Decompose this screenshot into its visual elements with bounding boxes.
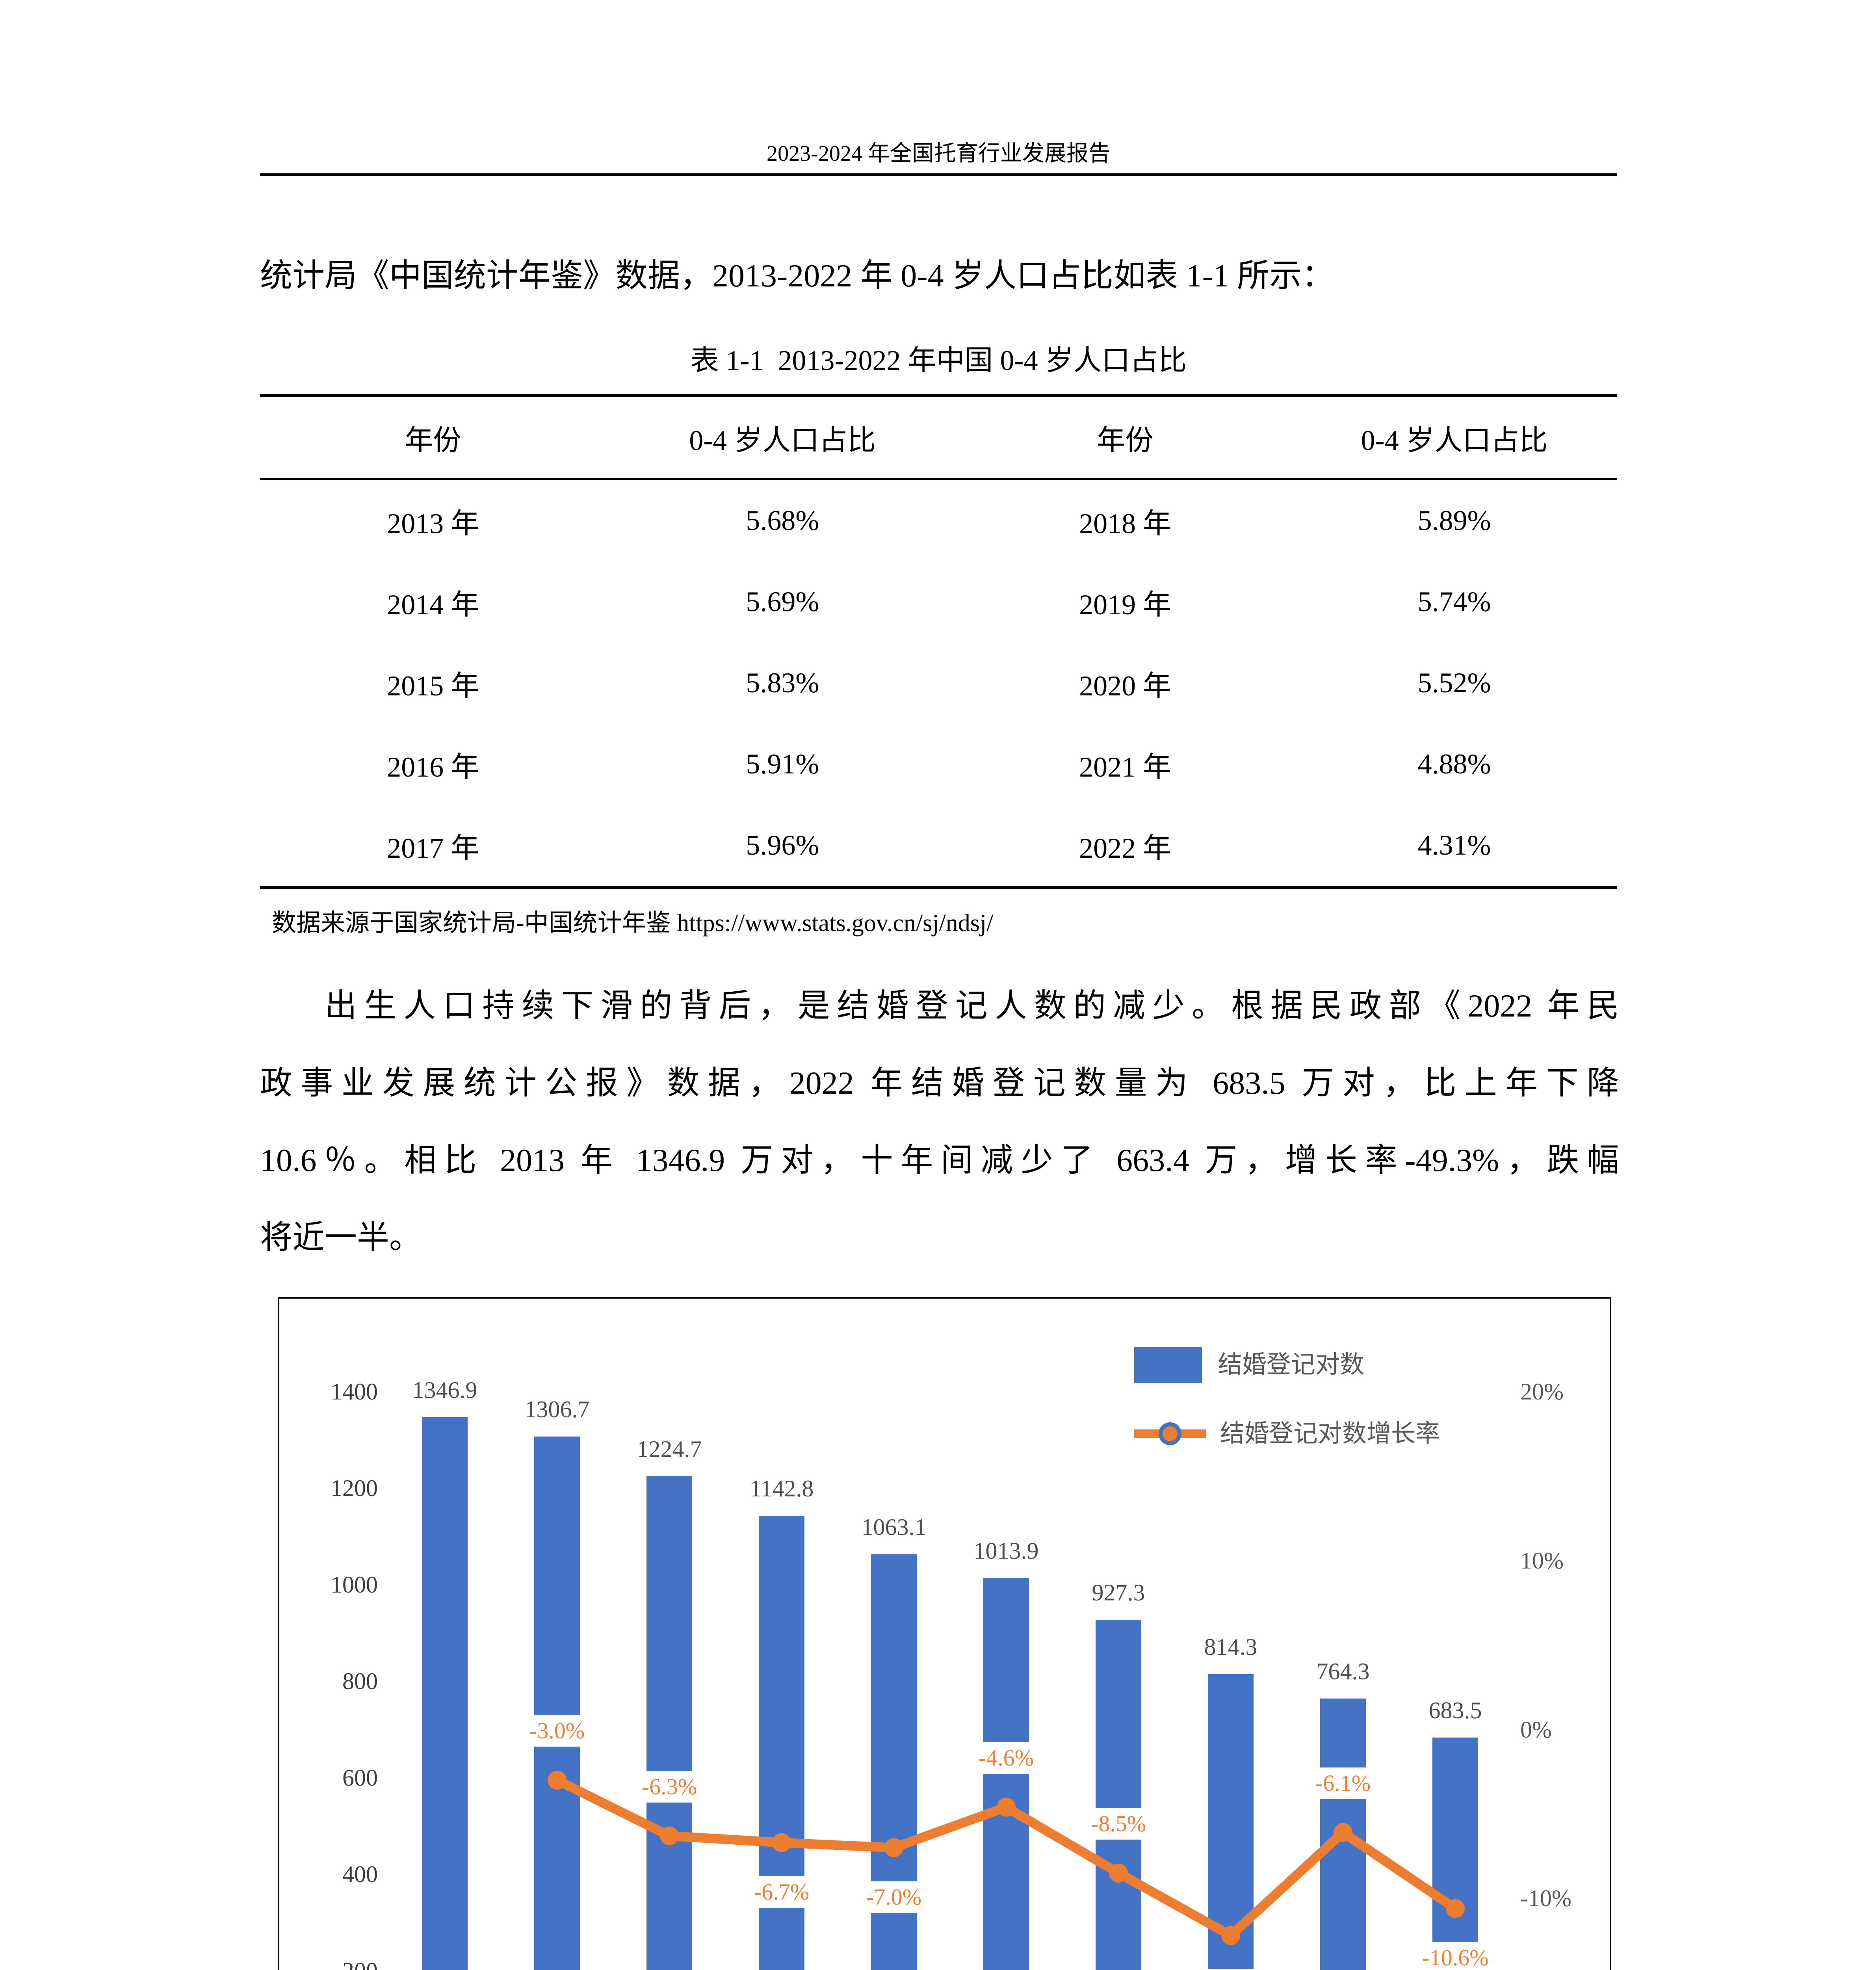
table-cell: 2018 年 xyxy=(1079,507,1172,539)
table-cell: 2015 年 xyxy=(387,670,479,702)
line-value-label: -10.6% xyxy=(1415,1942,1496,1970)
paragraph-line: 出生人口持续下滑的背后，是结婚登记人数的减少。根据民政部《2022 年民 xyxy=(325,988,1619,1024)
bar-value-label: 1013.9 xyxy=(973,1537,1039,1564)
table-row: 2014 年 5.69% 2019 年 5.74% xyxy=(260,561,1617,642)
right-axis-tick-label: 20% xyxy=(1520,1379,1564,1405)
paragraph-line: 统计局《中国统计年鉴》数据，2013-2022 年 0-4 岁人口占比如表 1-… xyxy=(260,258,1334,294)
table-cell: 2019 年 xyxy=(1079,589,1172,621)
table-row: 2017 年 5.96% 2022 年 4.31% xyxy=(260,805,1617,888)
table-cell: 2014 年 xyxy=(387,589,479,621)
table-cell: 2021 年 xyxy=(1079,751,1172,783)
table-cell: 2016 年 xyxy=(387,751,479,783)
table-header-cell: 0-4 岁人口占比 xyxy=(689,425,876,456)
table-cell: 2017 年 xyxy=(387,832,479,864)
table-cell: 5.68% xyxy=(746,504,819,536)
bar xyxy=(646,1476,692,1970)
chart-legend: 结婚登记对数 结婚登记对数增长率 xyxy=(1134,1341,1440,1457)
right-axis-tick-label: 0% xyxy=(1520,1716,1552,1743)
bar-value-label: 1346.9 xyxy=(412,1377,477,1403)
bar-value-label: 814.3 xyxy=(1204,1634,1257,1660)
paragraph-marriage-decline: 出生人口持续下滑的背后，是结婚登记人数的减少。根据民政部《2022 年民 政事业… xyxy=(260,967,1619,1276)
paragraph-intro: 统计局《中国统计年鉴》数据，2013-2022 年 0-4 岁人口占比如表 1-… xyxy=(260,238,1619,314)
bar-value-label: 1063.1 xyxy=(861,1514,927,1540)
table-row: 2013 年 5.68% 2018 年 5.89% xyxy=(260,479,1617,561)
right-axis-tick-label: 10% xyxy=(1520,1547,1564,1574)
line-value-label: -8.5% xyxy=(1083,1808,1153,1840)
table-cell: 4.88% xyxy=(1417,748,1491,780)
legend-item-bars: 结婚登记对数 xyxy=(1134,1341,1440,1388)
line-value-label: -6.7% xyxy=(747,1876,817,1908)
population-share-table-wrap: 年份 0-4 岁人口占比 年份 0-4 岁人口占比 2013 年 5.68% 2… xyxy=(260,394,1617,889)
table-title: 表 1-1 2013-2022 年中国 0-4 岁人口占比 xyxy=(690,345,1187,376)
table-cell: 5.91% xyxy=(746,748,819,780)
legend-bar-swatch-icon xyxy=(1134,1347,1202,1383)
table-cell: 5.69% xyxy=(746,585,819,617)
table-cell: 5.52% xyxy=(1417,667,1491,699)
left-axis-tick-label: 200 xyxy=(279,1954,378,1970)
table-cell: 5.74% xyxy=(1417,585,1491,617)
line-value-label: -7.0% xyxy=(859,1881,929,1913)
table-header-cell: 年份 xyxy=(1097,425,1154,456)
table-cell: 2013 年 xyxy=(387,507,479,539)
legend-label: 结婚登记对数增长率 xyxy=(1220,1420,1440,1447)
line-value-label: -3.0% xyxy=(522,1715,592,1747)
paragraph-line: 10.6％。相比 2013 年 1346.9 万对，十年间减少了 663.4 万… xyxy=(260,1142,1619,1178)
running-header-title: 2023-2024 年全国托育行业发展报告 xyxy=(767,141,1111,166)
bar-value-label: 764.3 xyxy=(1316,1658,1370,1684)
left-axis-tick-label: 1000 xyxy=(331,1572,378,1598)
table-cell: 5.89% xyxy=(1417,504,1491,536)
bar xyxy=(1208,1674,1254,1970)
legend-line-marker-icon xyxy=(1159,1422,1181,1445)
line-value-label: -12.2% xyxy=(1190,1969,1271,1970)
bar-value-label: 1306.7 xyxy=(524,1396,590,1423)
table-header-row: 年份 0-4 岁人口占比 年份 0-4 岁人口占比 xyxy=(260,396,1617,479)
table-cell: 5.96% xyxy=(746,829,819,861)
header-rule xyxy=(260,173,1617,176)
bar-value-label: 1224.7 xyxy=(637,1436,702,1462)
left-axis-tick-label: 1200 xyxy=(331,1475,378,1501)
paragraph-line: 政事业发展统计公报》数据，2022 年结婚登记数量为 683.5 万对，比上年下… xyxy=(260,1065,1619,1101)
bar xyxy=(1432,1737,1478,1970)
table-header-cell: 年份 xyxy=(405,425,462,456)
chart-plot-area: 140012001000800600400200020%10%0%-10%-20… xyxy=(279,1299,1613,1970)
table-source-note[interactable]: 数据来源于国家统计局-中国统计年鉴 https://www.stats.gov.… xyxy=(272,910,994,937)
table-cell: 4.31% xyxy=(1417,829,1491,861)
bar-value-label: 683.5 xyxy=(1428,1697,1482,1723)
table-cell: 5.83% xyxy=(746,667,819,699)
right-axis-tick-label: -10% xyxy=(1520,1885,1571,1912)
table-cell: 2022 年 xyxy=(1079,832,1172,864)
bar xyxy=(422,1417,468,1970)
marriage-registration-chart: 140012001000800600400200020%10%0%-10%-20… xyxy=(278,1297,1611,1970)
left-axis-tick-label: 400 xyxy=(342,1861,378,1887)
left-axis-tick-label: 600 xyxy=(342,1765,378,1791)
bar xyxy=(1096,1620,1141,1970)
line-value-label: -6.1% xyxy=(1308,1767,1378,1799)
table-cell: 2020 年 xyxy=(1079,670,1172,702)
bar-value-label: 1142.8 xyxy=(749,1476,814,1502)
legend-line-swatch-icon xyxy=(1134,1422,1206,1445)
legend-item-line: 结婚登记对数增长率 xyxy=(1134,1410,1440,1457)
line-value-label: -6.3% xyxy=(634,1771,704,1803)
line-value-label: -4.6% xyxy=(971,1742,1041,1774)
paragraph-line: 将近一半。 xyxy=(260,1219,422,1255)
bar xyxy=(534,1437,580,1970)
bar-value-label: 927.3 xyxy=(1092,1580,1145,1606)
left-axis-tick-label: 1400 xyxy=(331,1379,378,1405)
table-row: 2015 年 5.83% 2020 年 5.52% xyxy=(260,642,1617,723)
table-row: 2016 年 5.91% 2021 年 4.88% xyxy=(260,723,1617,805)
left-axis-tick-label: 800 xyxy=(342,1668,378,1694)
bar xyxy=(983,1578,1029,1970)
population-share-table: 年份 0-4 岁人口占比 年份 0-4 岁人口占比 2013 年 5.68% 2… xyxy=(260,394,1617,889)
table-header-cell: 0-4 岁人口占比 xyxy=(1361,425,1548,456)
legend-label: 结婚登记对数 xyxy=(1218,1351,1365,1378)
bar xyxy=(1320,1698,1366,1970)
